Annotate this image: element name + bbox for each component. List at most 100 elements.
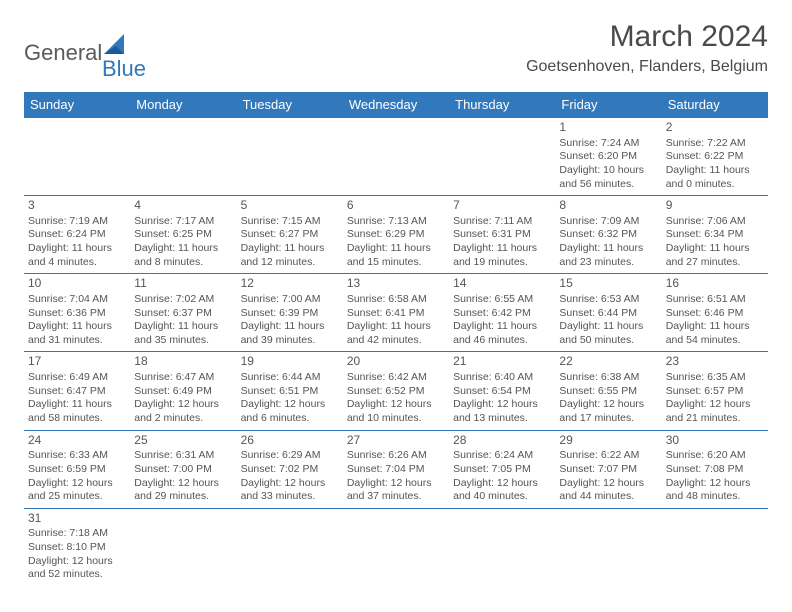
sunrise-line: Sunrise: 6:35 AM <box>666 371 764 385</box>
day-number: 23 <box>666 354 764 370</box>
day-number: 14 <box>453 276 551 292</box>
calendar-week-row: 1Sunrise: 7:24 AMSunset: 6:20 PMDaylight… <box>24 118 768 196</box>
day-number: 11 <box>134 276 232 292</box>
calendar-day-cell: 19Sunrise: 6:44 AMSunset: 6:51 PMDayligh… <box>237 352 343 430</box>
day-number: 3 <box>28 198 126 214</box>
day-number: 22 <box>559 354 657 370</box>
calendar-day-cell: 5Sunrise: 7:15 AMSunset: 6:27 PMDaylight… <box>237 196 343 274</box>
sunrise-line: Sunrise: 7:04 AM <box>28 293 126 307</box>
sunrise-line: Sunrise: 6:53 AM <box>559 293 657 307</box>
sunset-line: Sunset: 6:24 PM <box>28 228 126 242</box>
daylight-line: Daylight: 11 hours and 46 minutes. <box>453 320 551 347</box>
daylight-line: Daylight: 12 hours and 2 minutes. <box>134 398 232 425</box>
daylight-line: Daylight: 12 hours and 21 minutes. <box>666 398 764 425</box>
sunset-line: Sunset: 6:27 PM <box>241 228 339 242</box>
day-number: 30 <box>666 433 764 449</box>
day-header: Thursday <box>449 92 555 118</box>
sunset-line: Sunset: 6:29 PM <box>347 228 445 242</box>
day-number: 15 <box>559 276 657 292</box>
day-number: 8 <box>559 198 657 214</box>
calendar-day-cell: 27Sunrise: 6:26 AMSunset: 7:04 PMDayligh… <box>343 430 449 508</box>
calendar-day-cell: 25Sunrise: 6:31 AMSunset: 7:00 PMDayligh… <box>130 430 236 508</box>
sunrise-line: Sunrise: 6:38 AM <box>559 371 657 385</box>
day-number: 17 <box>28 354 126 370</box>
sunset-line: Sunset: 6:51 PM <box>241 385 339 399</box>
day-number: 28 <box>453 433 551 449</box>
sunrise-line: Sunrise: 6:42 AM <box>347 371 445 385</box>
daylight-line: Daylight: 12 hours and 6 minutes. <box>241 398 339 425</box>
calendar-week-row: 10Sunrise: 7:04 AMSunset: 6:36 PM Dayligh… <box>24 274 768 352</box>
day-number: 13 <box>347 276 445 292</box>
sunset-line: Sunset: 6:32 PM <box>559 228 657 242</box>
calendar-day-cell: 24Sunrise: 6:33 AMSunset: 6:59 PMDayligh… <box>24 430 130 508</box>
calendar-day-cell: 18Sunrise: 6:47 AMSunset: 6:49 PMDayligh… <box>130 352 236 430</box>
sunset-line: Sunset: 6:57 PM <box>666 385 764 399</box>
calendar-day-cell: 23Sunrise: 6:35 AMSunset: 6:57 PMDayligh… <box>662 352 768 430</box>
location-subtitle: Goetsenhoven, Flanders, Belgium <box>526 58 768 76</box>
calendar-empty-cell <box>237 508 343 586</box>
daylight-line: Daylight: 12 hours and 33 minutes. <box>241 477 339 504</box>
sunrise-line: Sunrise: 6:44 AM <box>241 371 339 385</box>
calendar-empty-cell <box>130 508 236 586</box>
calendar-table: SundayMondayTuesdayWednesdayThursdayFrid… <box>24 92 768 586</box>
sunrise-line: Sunrise: 7:18 AM <box>28 527 126 541</box>
calendar-empty-cell <box>449 508 555 586</box>
calendar-week-row: 24Sunrise: 6:33 AMSunset: 6:59 PMDayligh… <box>24 430 768 508</box>
daylight-line: Daylight: 12 hours and 25 minutes. <box>28 477 126 504</box>
calendar-day-cell: 26Sunrise: 6:29 AMSunset: 7:02 PMDayligh… <box>237 430 343 508</box>
sunrise-line: Sunrise: 6:33 AM <box>28 449 126 463</box>
month-title: March 2024 <box>526 20 768 54</box>
sunset-line: Sunset: 7:04 PM <box>347 463 445 477</box>
calendar-day-cell: 14Sunrise: 6:55 AMSunset: 6:42 PMDayligh… <box>449 274 555 352</box>
daylight-line: Daylight: 11 hours and 12 minutes. <box>241 242 339 269</box>
sunset-line: Sunset: 6:37 PM <box>134 307 232 321</box>
calendar-day-cell: 11Sunrise: 7:02 AMSunset: 6:37 PMDayligh… <box>130 274 236 352</box>
day-number: 20 <box>347 354 445 370</box>
sunset-line: Sunset: 6:46 PM <box>666 307 764 321</box>
calendar-day-cell: 15Sunrise: 6:53 AMSunset: 6:44 PMDayligh… <box>555 274 661 352</box>
day-number: 10 <box>28 276 126 292</box>
sunset-line: Sunset: 8:10 PM <box>28 541 126 555</box>
day-number: 16 <box>666 276 764 292</box>
calendar-week-row: 31Sunrise: 7:18 AMSunset: 8:10 PMDayligh… <box>24 508 768 586</box>
day-number: 12 <box>241 276 339 292</box>
daylight-line: Daylight: 11 hours and 19 minutes. <box>453 242 551 269</box>
sunrise-line: Sunrise: 7:15 AM <box>241 215 339 229</box>
day-number: 25 <box>134 433 232 449</box>
calendar-empty-cell <box>555 508 661 586</box>
calendar-day-cell: 6Sunrise: 7:13 AMSunset: 6:29 PMDaylight… <box>343 196 449 274</box>
sunset-line: Sunset: 6:42 PM <box>453 307 551 321</box>
daylight-line: Daylight: 11 hours and 35 minutes. <box>134 320 232 347</box>
day-number: 31 <box>28 511 126 527</box>
calendar-day-cell: 1Sunrise: 7:24 AMSunset: 6:20 PMDaylight… <box>555 118 661 196</box>
sunset-line: Sunset: 6:47 PM <box>28 385 126 399</box>
calendar-day-cell: 17Sunrise: 6:49 AMSunset: 6:47 PMDayligh… <box>24 352 130 430</box>
sunset-line: Sunset: 6:36 PM <box>28 307 126 321</box>
daylight-line: Daylight: 12 hours and 13 minutes. <box>453 398 551 425</box>
sunset-line: Sunset: 7:07 PM <box>559 463 657 477</box>
calendar-day-cell: 31Sunrise: 7:18 AMSunset: 8:10 PMDayligh… <box>24 508 130 586</box>
day-number: 29 <box>559 433 657 449</box>
sunset-line: Sunset: 6:49 PM <box>134 385 232 399</box>
sunrise-line: Sunrise: 7:13 AM <box>347 215 445 229</box>
daylight-line: Daylight: 11 hours and 54 minutes. <box>666 320 764 347</box>
day-header: Tuesday <box>237 92 343 118</box>
daylight-line: Daylight: 12 hours and 40 minutes. <box>453 477 551 504</box>
sunset-line: Sunset: 6:34 PM <box>666 228 764 242</box>
day-number: 4 <box>134 198 232 214</box>
sunrise-line: Sunrise: 6:29 AM <box>241 449 339 463</box>
sunrise-line: Sunrise: 7:11 AM <box>453 215 551 229</box>
calendar-day-cell: 30Sunrise: 6:20 AMSunset: 7:08 PMDayligh… <box>662 430 768 508</box>
sunset-line: Sunset: 6:39 PM <box>241 307 339 321</box>
calendar-empty-cell <box>449 118 555 196</box>
sunset-line: Sunset: 6:52 PM <box>347 385 445 399</box>
calendar-week-row: 3Sunrise: 7:19 AMSunset: 6:24 PMDaylight… <box>24 196 768 274</box>
sunset-line: Sunset: 6:54 PM <box>453 385 551 399</box>
day-header: Wednesday <box>343 92 449 118</box>
calendar-empty-cell <box>130 118 236 196</box>
calendar-day-cell: 10Sunrise: 7:04 AMSunset: 6:36 PMDayligh… <box>24 274 130 352</box>
sunrise-line: Sunrise: 6:49 AM <box>28 371 126 385</box>
sunrise-line: Sunrise: 6:26 AM <box>347 449 445 463</box>
calendar-day-cell: 22Sunrise: 6:38 AMSunset: 6:55 PMDayligh… <box>555 352 661 430</box>
calendar-day-cell: 13Sunrise: 6:58 AMSunset: 6:41 PMDayligh… <box>343 274 449 352</box>
